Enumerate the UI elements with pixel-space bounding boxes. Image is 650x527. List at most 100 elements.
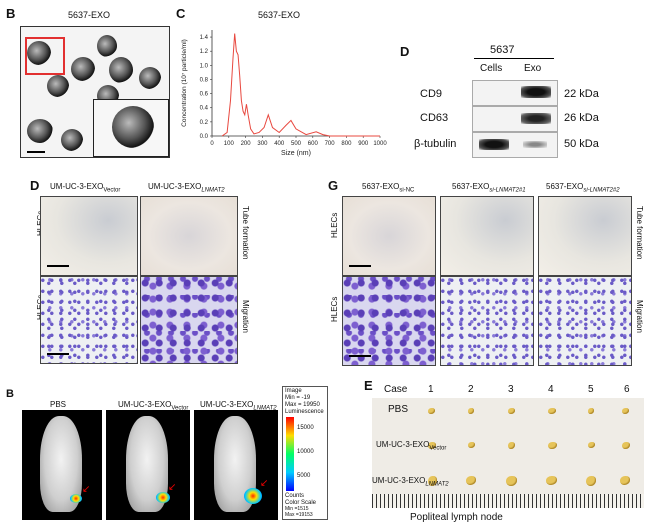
d-col2-label: UM-UC-3-EXOLNMAT2 <box>148 182 225 194</box>
wb-row-label: CD63 <box>420 112 449 124</box>
scale-bar <box>47 353 69 355</box>
scale-bar <box>47 265 69 267</box>
lymph-node <box>546 476 557 485</box>
wb-row-label: β-tubulin <box>414 138 457 150</box>
wb-kda: 50 kDa <box>564 138 599 150</box>
scale-lum-title: Luminescence <box>285 409 324 415</box>
x-tick-label: 100 <box>224 141 235 147</box>
x-tick-label: 200 <box>241 141 252 147</box>
g-col2-label: 5637-EXOsi-LNMAT2#1 <box>452 182 526 194</box>
panel-b-letter: B <box>6 6 16 21</box>
scale-bar <box>349 265 371 267</box>
ivis-image-lnmat2: ↙ <box>194 410 278 520</box>
scale-counts: Counts <box>285 493 305 499</box>
wb-header: 5637 <box>490 44 515 56</box>
lymph-node <box>508 442 515 449</box>
size-distribution-chart: 0 100 200 300 400 500 600 700 800 900 1000 0.0 0.2 0.… <box>181 30 387 157</box>
vesicle <box>139 67 161 89</box>
wb-blot-cd9 <box>472 80 558 106</box>
scale-image-min: Min = -19 <box>285 395 311 401</box>
panel-b2-letter: B <box>6 388 14 400</box>
lymph-node <box>586 476 596 486</box>
g-migration-si1 <box>440 276 534 366</box>
x-tick-label: 900 <box>358 141 369 147</box>
case-number: 5 <box>588 384 594 395</box>
vesicle <box>71 57 95 81</box>
g-tube-si-nc <box>342 196 436 276</box>
scale-color-title: Color Scale <box>285 500 317 506</box>
scale-tick: 5000 <box>297 473 311 479</box>
d-migration-lnmat2 <box>140 276 238 364</box>
wb-band <box>521 113 551 124</box>
y-tick-label: 1.0 <box>200 63 209 69</box>
vesicle <box>47 75 69 97</box>
x-tick-label: 700 <box>325 141 336 147</box>
lymph-node <box>468 408 474 414</box>
lymph-node <box>466 476 476 485</box>
lymph-node <box>548 408 556 414</box>
wb-col-exo: Exo <box>524 63 542 74</box>
wb-band <box>521 86 551 98</box>
x-tick-label: 300 <box>257 141 268 147</box>
panel-b-title: 5637-EXO <box>68 10 111 20</box>
d-side-tube: Tube formation <box>241 206 250 260</box>
scale-tick: 10000 <box>297 449 314 455</box>
luminescence-scale-box: Image Min = -19 Max = 19950 Luminescence… <box>282 386 328 520</box>
lymph-node <box>508 408 515 414</box>
x-tick-label: 0 <box>210 141 214 147</box>
tem-image <box>20 26 170 158</box>
e-row-label: UM-UC-3-EXOLNMAT2 <box>372 476 449 488</box>
y-tick-label: 0.2 <box>200 120 209 126</box>
case-number: 4 <box>548 384 554 395</box>
arrow-icon: ↙ <box>260 478 269 489</box>
x-tick-label: 800 <box>341 141 352 147</box>
scale-image-max: Max = 19950 <box>285 402 320 408</box>
lymph-node <box>428 442 436 449</box>
vesicle <box>27 41 51 65</box>
ivis-label: PBS <box>50 400 67 409</box>
vesicle <box>109 57 133 83</box>
signal-spot <box>70 494 82 503</box>
scale-bar <box>349 355 371 357</box>
lymph-node <box>506 476 517 486</box>
lymph-node <box>622 408 629 414</box>
case-number: 1 <box>428 384 434 395</box>
vesicle <box>61 129 83 151</box>
lymph-node <box>428 476 437 486</box>
x-tick-label: 400 <box>274 141 285 147</box>
lymph-node-photo <box>372 398 644 508</box>
vesicle <box>97 35 117 57</box>
scale-bar <box>27 151 45 153</box>
g-row-label: HLECs <box>330 212 339 238</box>
wb-row-label: CD9 <box>420 88 443 100</box>
tem-inset <box>93 99 169 157</box>
signal-spot <box>244 488 262 504</box>
arrow-icon: ↙ <box>82 484 91 495</box>
d-tube-vector <box>40 196 138 276</box>
e-footer: Popliteal lymph node <box>410 512 503 523</box>
case-number: 3 <box>508 384 514 395</box>
scale-tick: 15000 <box>297 425 314 431</box>
ivis-label: UM-UC-3-EXOVector <box>118 400 189 412</box>
panel-e-letter: E <box>364 378 373 393</box>
arrow-icon: ↙ <box>168 482 177 493</box>
ivis-image-vector: ↙ <box>106 410 190 520</box>
x-tick-label: 500 <box>291 141 302 147</box>
g-col3-label: 5637-EXOsi-LNMAT2#2 <box>546 182 620 194</box>
e-row-label: UM-UC-3-EXOVector <box>376 440 447 452</box>
panel-c-letter: C <box>176 6 186 21</box>
lymph-node <box>468 442 475 448</box>
case-number: 2 <box>468 384 474 395</box>
signal-spot <box>156 492 170 503</box>
wb-col-cells: Cells <box>480 63 503 74</box>
g-side-migration: Migration <box>635 300 644 333</box>
y-tick-label: 0.4 <box>200 106 209 112</box>
case-number: 6 <box>624 384 630 395</box>
scale-cs-min: Min =1515 <box>285 506 309 512</box>
x-tick-label: 600 <box>308 141 319 147</box>
y-tick-label: 0.0 <box>200 134 209 140</box>
ruler <box>372 494 644 508</box>
d-col1-label: UM-UC-3-EXOVector <box>50 182 121 194</box>
zoom-box <box>25 37 65 75</box>
d-tube-lnmat2 <box>140 196 238 276</box>
